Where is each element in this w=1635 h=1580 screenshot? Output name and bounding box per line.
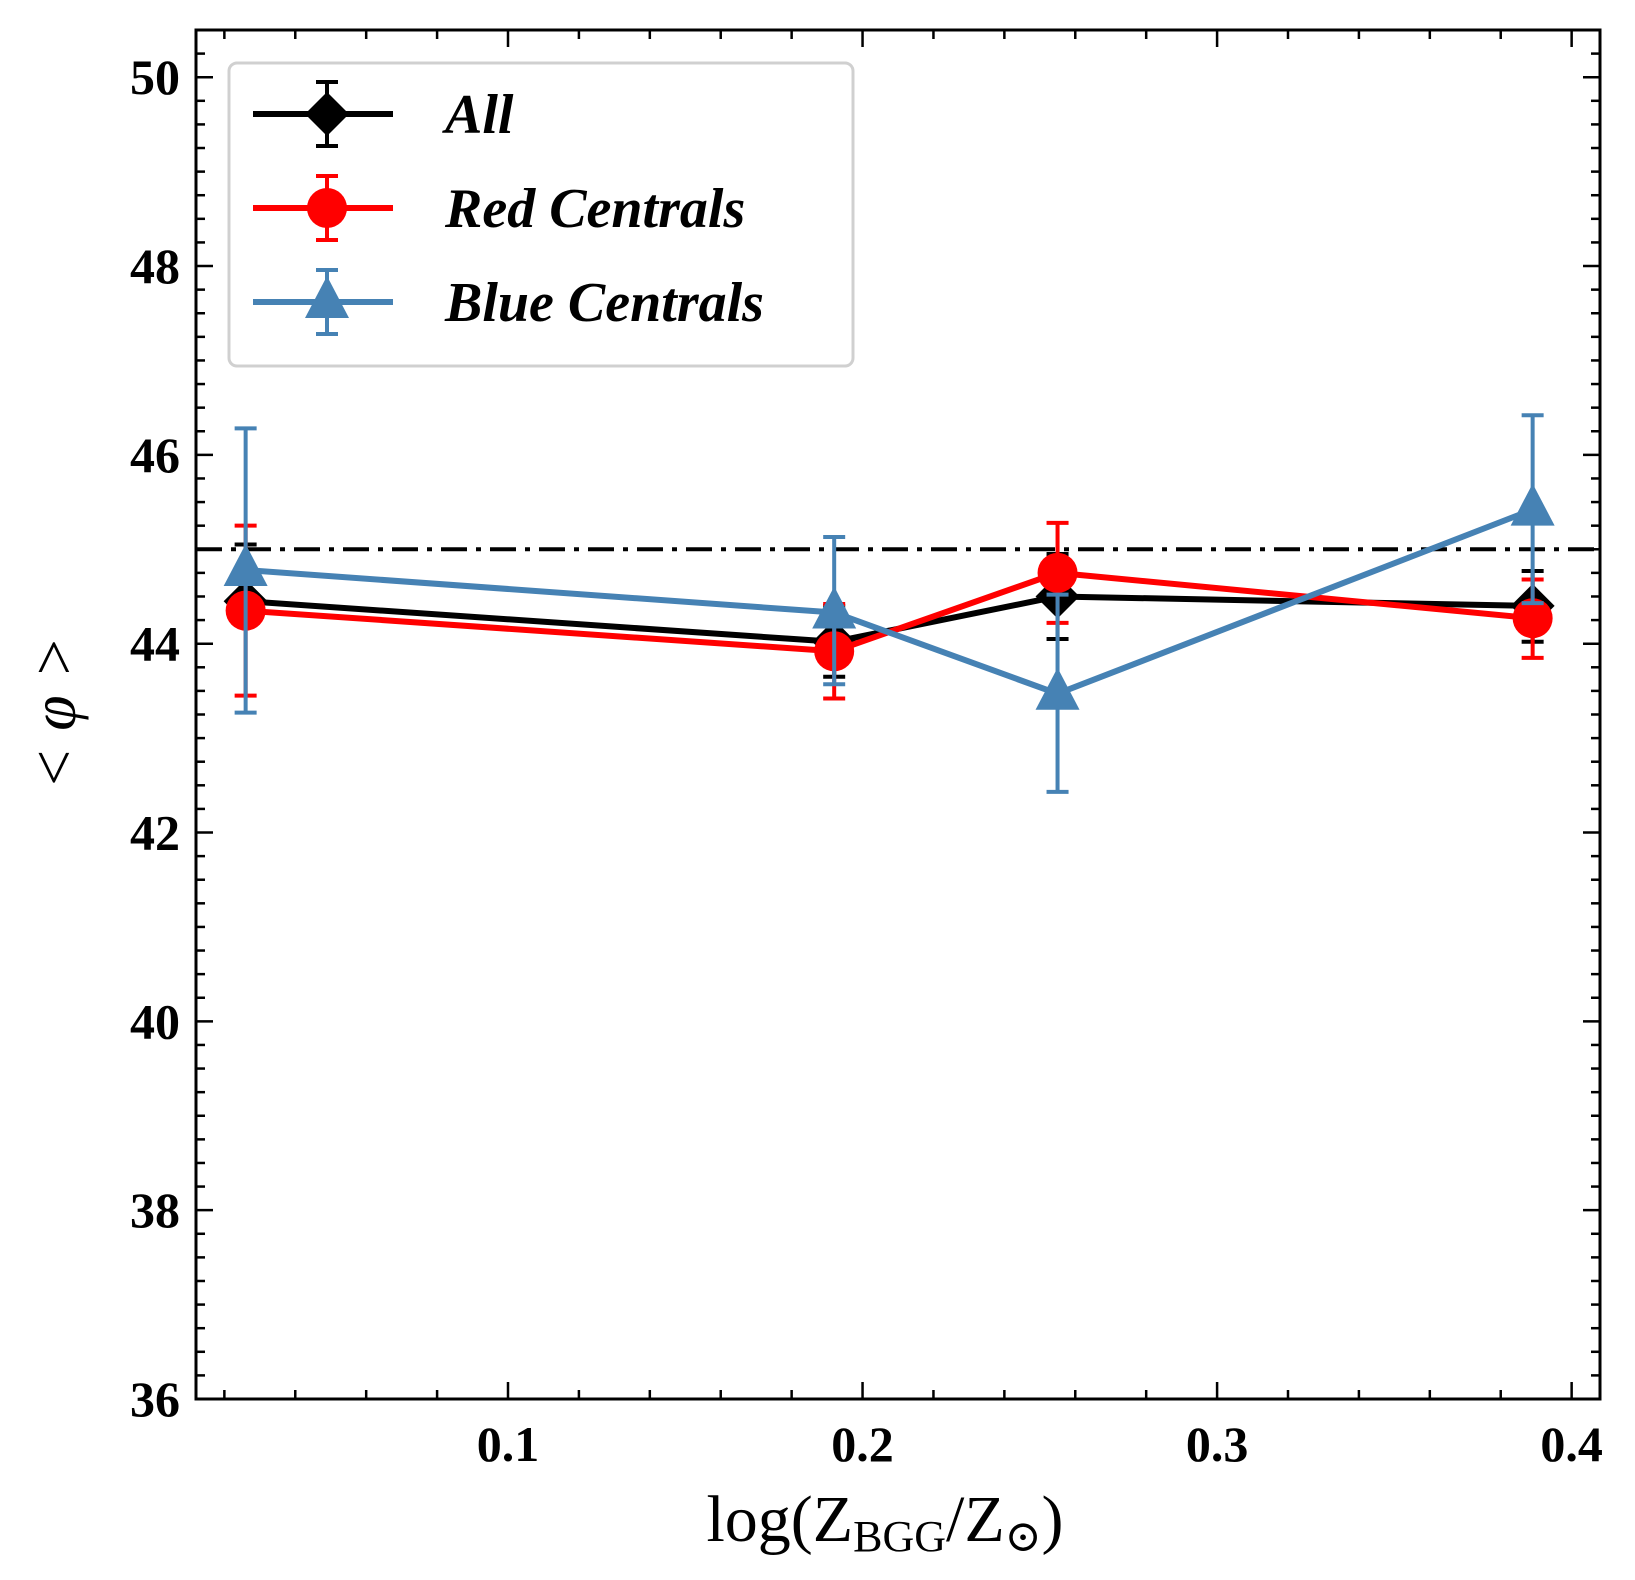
y-tick-label: 44 [130,616,180,672]
y-tick-label: 42 [130,805,180,861]
legend-label: Blue Centrals [444,272,764,334]
x-axis-label-prefix: log(Z [706,1483,853,1556]
series-blue-centrals [223,413,1555,794]
y-tick-label: 48 [130,238,180,294]
y-tick-label: 36 [130,1371,180,1427]
x-tick-label: 0.1 [477,1416,540,1472]
series-line [245,569,1533,655]
y-axis-label: < φ > [18,636,89,790]
x-axis-label-suffix: ) [1042,1483,1064,1556]
data-point [1510,483,1555,526]
y-tick-label: 38 [130,1182,180,1238]
y-tick-label: 46 [130,427,180,483]
data-point [1037,552,1078,593]
legend-label: All [442,84,514,146]
x-axis-label-sun: ⊙ [1005,1512,1042,1561]
x-tick-label: 0.4 [1540,1416,1603,1472]
legend: All Red Centrals Blue Centrals [227,61,855,368]
series-line [245,506,1534,697]
legend-marker [305,92,349,136]
x-axis-label-mid: /Z [946,1483,1005,1556]
x-axis-label: log(ZBGG/Z⊙) [706,1483,1063,1561]
data-point [1035,667,1080,710]
axes: 36 38 40 42 44 46 48 50 0.1 0.2 0.3 0.4 [130,28,1603,1472]
data-point [223,544,268,587]
legend-marker [305,275,349,318]
legend-box [227,61,855,368]
legend-marker [307,188,347,228]
x-tick-label: 0.3 [1186,1416,1249,1472]
data-point [1512,598,1553,639]
legend-entry-red-centrals: Red Centrals [253,174,745,242]
legend-entry-all: All [253,80,514,148]
legend-label: Red Centrals [444,178,745,240]
x-tick-label: 0.2 [831,1416,894,1472]
series-all [223,542,1555,679]
y-tick-label: 40 [130,993,180,1049]
x-axis-label-sub: BGG [853,1512,946,1561]
data-point [812,586,857,629]
legend-entry-blue-centrals: Blue Centrals [253,268,764,336]
y-tick-label: 50 [130,49,180,105]
axis-labels: log(ZBGG/Z⊙) < φ > [18,636,1064,1561]
plot-content [196,413,1600,794]
